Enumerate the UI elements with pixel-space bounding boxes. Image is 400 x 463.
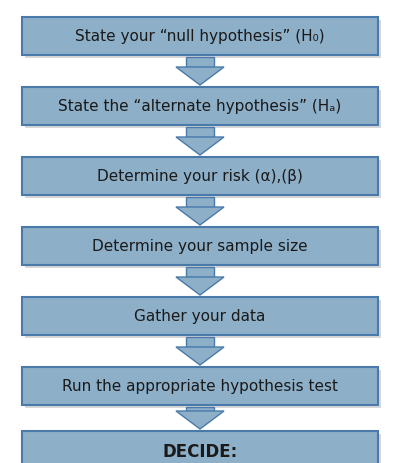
- Polygon shape: [176, 411, 224, 429]
- FancyBboxPatch shape: [22, 18, 378, 56]
- FancyBboxPatch shape: [22, 227, 378, 265]
- Text: Gather your data: Gather your data: [134, 309, 266, 324]
- FancyBboxPatch shape: [22, 297, 378, 335]
- Text: Determine your risk (α),(β): Determine your risk (α),(β): [97, 169, 303, 184]
- FancyBboxPatch shape: [22, 88, 378, 126]
- FancyBboxPatch shape: [25, 91, 381, 129]
- Polygon shape: [186, 407, 214, 411]
- FancyBboxPatch shape: [22, 367, 378, 405]
- FancyBboxPatch shape: [25, 434, 381, 463]
- Text: Determine your sample size: Determine your sample size: [92, 239, 308, 254]
- Text: Run the appropriate hypothesis test: Run the appropriate hypothesis test: [62, 379, 338, 394]
- Polygon shape: [186, 58, 214, 68]
- Polygon shape: [186, 128, 214, 138]
- FancyBboxPatch shape: [22, 158, 378, 195]
- Polygon shape: [176, 277, 224, 295]
- FancyBboxPatch shape: [25, 300, 381, 338]
- Text: State your “null hypothesis” (H₀): State your “null hypothesis” (H₀): [75, 30, 325, 44]
- Text: State the “alternate hypothesis” (Hₐ): State the “alternate hypothesis” (Hₐ): [58, 99, 342, 114]
- Polygon shape: [176, 68, 224, 86]
- Text: DECIDE:: DECIDE:: [162, 442, 238, 460]
- Polygon shape: [176, 347, 224, 365]
- Polygon shape: [186, 337, 214, 347]
- Polygon shape: [186, 268, 214, 277]
- FancyBboxPatch shape: [25, 161, 381, 199]
- Polygon shape: [186, 198, 214, 207]
- FancyBboxPatch shape: [25, 231, 381, 269]
- FancyBboxPatch shape: [22, 431, 378, 463]
- Polygon shape: [176, 138, 224, 156]
- Polygon shape: [176, 207, 224, 225]
- FancyBboxPatch shape: [25, 21, 381, 59]
- FancyBboxPatch shape: [25, 370, 381, 408]
